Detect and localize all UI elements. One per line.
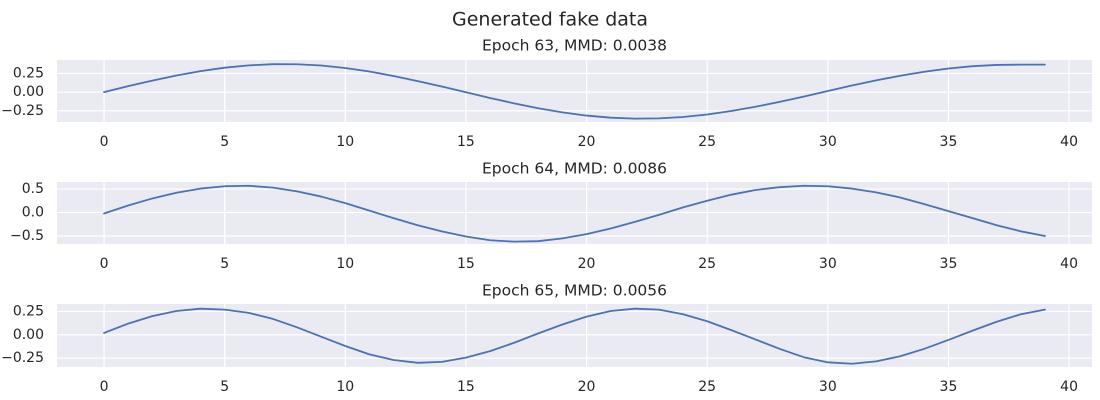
- x-tick-label: 15: [457, 256, 475, 272]
- y-tick-label: −0.5: [10, 228, 44, 244]
- subplot-title: Epoch 65, MMD: 0.0056: [482, 282, 667, 300]
- x-tick-label: 5: [220, 379, 229, 395]
- x-tick-label: 35: [940, 134, 958, 150]
- x-tick-label: 10: [336, 379, 354, 395]
- x-tick-label: 35: [940, 379, 958, 395]
- x-tick-label: 30: [819, 256, 837, 272]
- subplot-3: Epoch 65, MMD: 0.0056 0 5 10 15 20 25 30 35 40 0.2…: [1, 282, 1092, 395]
- x-tick-label: 35: [940, 256, 958, 272]
- x-tick-label: 5: [220, 256, 229, 272]
- x-tick-label: 40: [1060, 256, 1078, 272]
- x-tick-label: 25: [698, 256, 716, 272]
- y-tick-label: 0.0: [22, 205, 44, 221]
- plot-area: [57, 304, 1092, 367]
- subplot-2: Epoch 64, MMD: 0.0086 0 5 10 15 20 25 30 35 40 0.5…: [10, 160, 1092, 272]
- x-tick-label: 20: [578, 134, 596, 150]
- y-tick-label: 0.25: [13, 65, 44, 81]
- x-tick-label: 0: [100, 379, 109, 395]
- series-line-1: [103, 63, 1046, 120]
- x-tick-label: 5: [220, 134, 229, 150]
- y-tick-label: 0.25: [13, 303, 44, 319]
- subplots: Epoch 63, MMD: 0.0038 0 5 10 15 20 25 30 35 40 0.2…: [1, 37, 1092, 395]
- series-line-1: [103, 184, 1046, 243]
- y-tick-label: 0.00: [13, 84, 44, 100]
- x-tick-label: 30: [819, 134, 837, 150]
- x-tick-label: 40: [1060, 134, 1078, 150]
- figure-title: Generated fake data: [452, 9, 648, 31]
- x-tick-label: 25: [698, 379, 716, 395]
- x-tick-label: 40: [1060, 379, 1078, 395]
- y-tick-label: −0.25: [1, 350, 44, 366]
- x-tick-label: 15: [457, 134, 475, 150]
- x-tick-label: 30: [819, 379, 837, 395]
- y-tick-label: 0.00: [13, 327, 44, 343]
- subplot-title: Epoch 63, MMD: 0.0038: [482, 37, 667, 55]
- x-tick-label: 20: [578, 379, 596, 395]
- plot-area: [57, 60, 1092, 122]
- x-tick-label: 15: [457, 379, 475, 395]
- subplot-title: Epoch 64, MMD: 0.0086: [482, 160, 667, 178]
- subplot-1: Epoch 63, MMD: 0.0038 0 5 10 15 20 25 30 35 40 0.2…: [1, 37, 1092, 150]
- series-line-1: [103, 307, 1046, 365]
- x-tick-label: 0: [100, 256, 109, 272]
- x-tick-label: 0: [100, 134, 109, 150]
- x-tick-label: 10: [336, 256, 354, 272]
- x-tick-label: 10: [336, 134, 354, 150]
- x-tick-label: 20: [578, 256, 596, 272]
- y-tick-label: 0.5: [22, 181, 44, 197]
- y-tick-label: −0.25: [1, 103, 44, 119]
- x-tick-label: 25: [698, 134, 716, 150]
